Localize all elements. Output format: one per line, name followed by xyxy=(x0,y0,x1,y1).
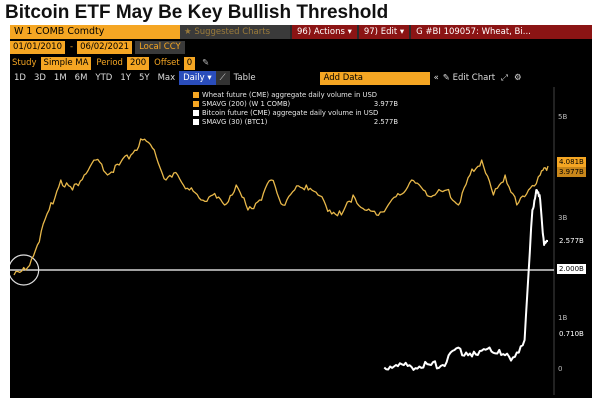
timeframe-3d[interactable]: 3D xyxy=(33,73,46,83)
frequency-dropdown[interactable]: Daily ▾ xyxy=(179,71,216,85)
edit-menu[interactable]: 97) Edit ▾ xyxy=(358,25,410,39)
legend-item: Wheat future (CME) aggregate daily volum… xyxy=(193,91,398,100)
legend-item: Bitcoin future (CME) aggregate daily vol… xyxy=(193,109,398,118)
timeframe-1d[interactable]: 1D xyxy=(14,73,26,83)
period-label: Period xyxy=(96,57,123,68)
edit-chart-button[interactable]: ✎ Edit Chart xyxy=(442,73,496,83)
wheat-volume-line xyxy=(13,138,549,276)
value-tag: 4.081B xyxy=(557,157,586,167)
legend-label: SMAVG (30) (BTC1) xyxy=(202,118,268,126)
bitcoin-volume-line xyxy=(383,189,549,371)
legend-item: SMAVG (30) (BTC1) 2.577B xyxy=(193,118,398,127)
y-tick-label: 5B xyxy=(558,113,568,121)
end-date-field[interactable]: 06/02/2021 xyxy=(77,40,133,54)
value-tag: 3.977B xyxy=(557,167,586,177)
top-toolbar: W 1 COMB Comdty ★ Suggested Charts 96) A… xyxy=(10,25,592,39)
value-tag: 0.710B xyxy=(557,329,586,339)
start-date-field[interactable]: 01/01/2010 xyxy=(10,40,65,54)
legend-label: Wheat future (CME) aggregate daily volum… xyxy=(202,91,377,99)
line-chart-icon[interactable]: ⟋ xyxy=(215,71,230,85)
pencil-icon[interactable]: ✎ xyxy=(202,58,210,68)
date-range-row: 01/01/2010 - 06/02/2021 Local CCY xyxy=(10,40,592,54)
legend-swatch xyxy=(193,118,199,125)
legend-item: SMAVG (200) (W 1 COMB) 3.977B xyxy=(193,100,398,109)
legend-swatch xyxy=(193,91,199,98)
add-data-field[interactable]: Add Data xyxy=(319,71,430,85)
value-tag: 2.000B xyxy=(557,264,586,274)
highlight-circle xyxy=(10,254,40,286)
timeframe-max[interactable]: Max xyxy=(157,73,176,83)
currency-dropdown[interactable]: Local CCY xyxy=(135,40,185,54)
plot-area xyxy=(10,87,555,395)
timeframe-1y[interactable]: 1Y xyxy=(120,73,131,83)
ticker-field[interactable]: W 1 COMB Comdty xyxy=(10,25,180,39)
suggested-charts-label: Suggested Charts xyxy=(194,27,271,37)
y-tick-label: 3B xyxy=(558,214,568,222)
gear-icon[interactable]: ⚙ xyxy=(513,73,522,83)
study-label: Study xyxy=(12,57,37,68)
edit-chart-label: Edit Chart xyxy=(452,73,496,83)
study-type-field[interactable]: Simple MA xyxy=(40,56,92,70)
period-field[interactable]: 200 xyxy=(126,56,150,70)
value-tag: 2.577B xyxy=(557,236,586,246)
timeframe-toolbar: 1D 3D 1M 6M YTD 1Y 5Y Max Daily ▾ ⟋ Tabl… xyxy=(10,71,592,85)
study-row: Study Simple MA Period 200 Offset 0 ✎ xyxy=(10,56,592,70)
offset-field[interactable]: 0 xyxy=(183,56,196,70)
date-separator: - xyxy=(70,41,74,52)
legend-swatch xyxy=(193,109,199,116)
resize-icon[interactable]: ⤢ xyxy=(501,73,508,83)
news-headline-link[interactable]: G #BI 109057: Wheat, Bi... xyxy=(411,25,592,39)
suggested-charts-button[interactable]: ★ Suggested Charts xyxy=(180,25,290,39)
legend-label: SMAVG (200) (W 1 COMB) xyxy=(202,100,291,108)
y-tick-label: 1B xyxy=(558,314,568,322)
legend-value: 3.977B xyxy=(373,100,398,108)
legend-label: Bitcoin future (CME) aggregate daily vol… xyxy=(202,109,379,117)
legend-swatch xyxy=(193,100,199,107)
timeframe-1m[interactable]: 1M xyxy=(53,73,67,83)
timeframe-6m[interactable]: 6M xyxy=(74,73,88,83)
collapse-icon[interactable]: « xyxy=(433,73,439,83)
actions-menu[interactable]: 96) Actions ▾ xyxy=(292,25,357,39)
headline: Bitcoin ETF May Be Key Bullish Threshold xyxy=(5,2,389,23)
table-button[interactable]: Table xyxy=(233,73,256,83)
timeframe-ytd[interactable]: YTD xyxy=(95,73,113,83)
legend-value: 2.577B xyxy=(373,118,398,126)
offset-label: Offset xyxy=(154,57,180,68)
y-tick-label: 0 xyxy=(558,365,563,373)
chart-terminal: W 1 COMB Comdty ★ Suggested Charts 96) A… xyxy=(10,25,592,398)
timeframe-5y[interactable]: 5Y xyxy=(138,73,150,83)
chart-legend: Wheat future (CME) aggregate daily volum… xyxy=(193,91,398,127)
